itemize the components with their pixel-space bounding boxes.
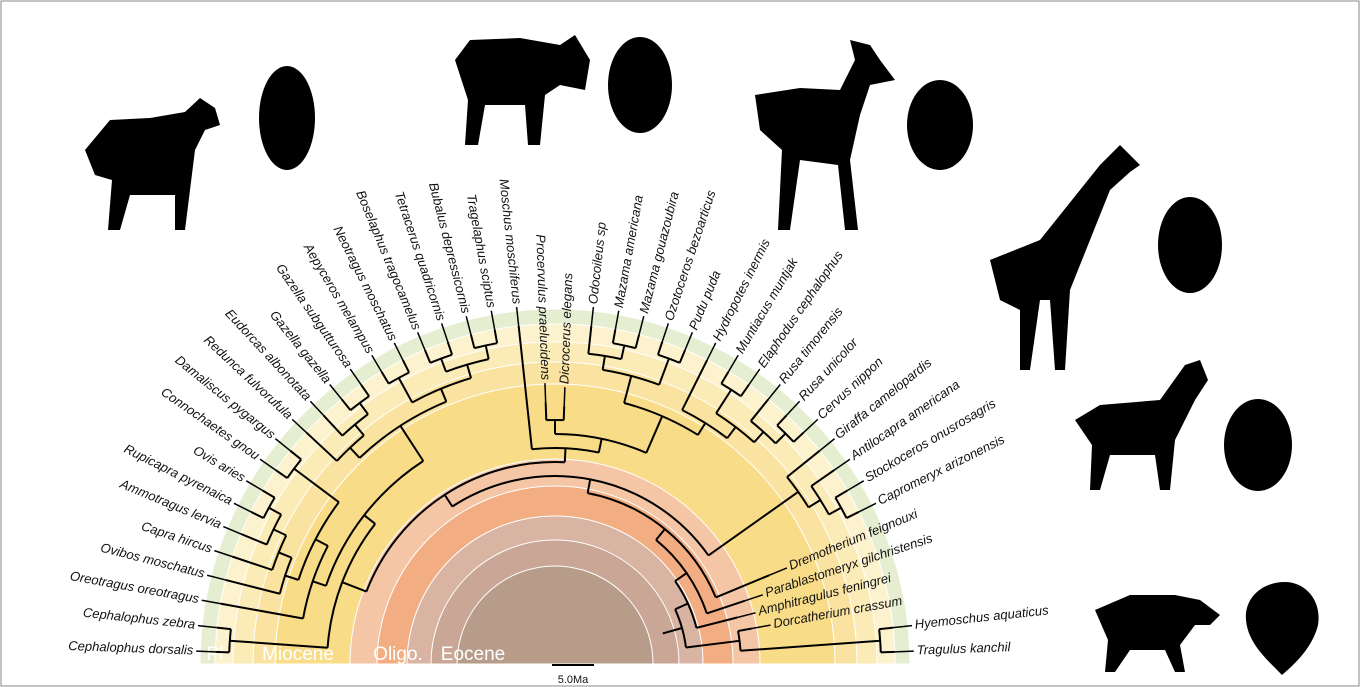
silhouette-blob bbox=[608, 37, 672, 133]
figure: PlMioceneOligo.Eocene Cephalophus dorsal… bbox=[0, 0, 1360, 687]
tip-line bbox=[895, 651, 914, 652]
silhouette-blob bbox=[1158, 197, 1222, 293]
page: {"species": ["Cephalophus dorsalis", "Ce… bbox=[0, 0, 1360, 687]
tip-line bbox=[196, 651, 215, 652]
branch bbox=[565, 448, 566, 462]
tip-line bbox=[564, 387, 565, 406]
scale-label: 5.0Ma bbox=[558, 674, 589, 686]
tip-line bbox=[545, 383, 546, 402]
silhouette-blob bbox=[259, 66, 315, 170]
epoch-label: Oligo. bbox=[373, 644, 423, 665]
epoch-label: Pl bbox=[207, 644, 224, 665]
silhouette-blob bbox=[907, 80, 973, 170]
epoch-label: Eocene bbox=[441, 644, 505, 665]
silhouette-blob bbox=[1224, 399, 1292, 491]
branch bbox=[546, 402, 547, 420]
